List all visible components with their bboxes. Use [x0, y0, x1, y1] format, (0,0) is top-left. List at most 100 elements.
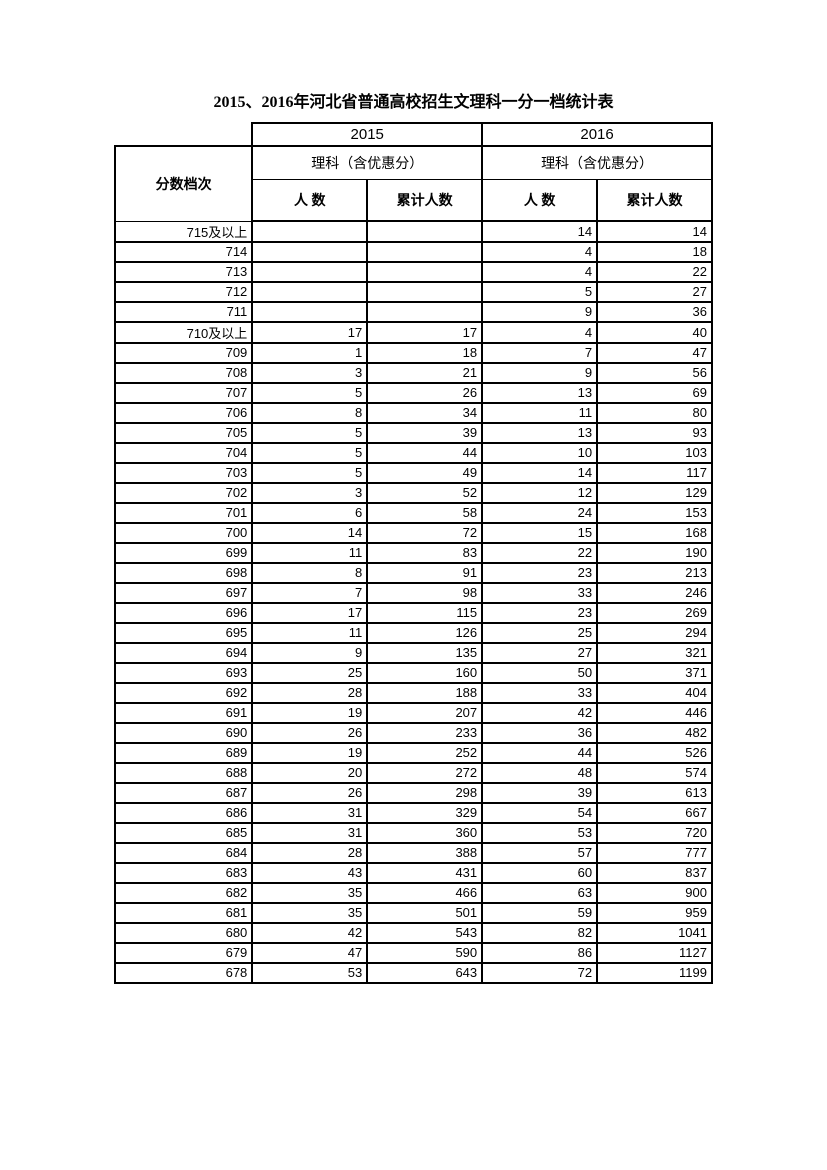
score-cell: 706	[115, 403, 252, 423]
table-row: 709118747	[115, 343, 712, 363]
table-row: 69889123213	[115, 563, 712, 583]
cum-a-cell: 388	[367, 843, 482, 863]
cum-b-cell: 574	[597, 763, 712, 783]
cum-a-cell: 126	[367, 623, 482, 643]
count-b-cell: 53	[482, 823, 597, 843]
count-a-cell: 19	[252, 703, 367, 723]
table-row: 6961711523269	[115, 603, 712, 623]
count-b-cell: 48	[482, 763, 597, 783]
cum-b-cell: 56	[597, 363, 712, 383]
score-cell: 686	[115, 803, 252, 823]
count-a-cell: 26	[252, 723, 367, 743]
table-row: 7055391393	[115, 423, 712, 443]
table-row: 694913527321	[115, 643, 712, 663]
cum-a-cell: 252	[367, 743, 482, 763]
count-a-cell	[252, 221, 367, 242]
cum-b-cell: 153	[597, 503, 712, 523]
score-cell: 693	[115, 663, 252, 683]
count-a-cell	[252, 302, 367, 322]
table-row: 700147215168	[115, 523, 712, 543]
table-row: 710及以上1717440	[115, 322, 712, 343]
cum-a-cell: 207	[367, 703, 482, 723]
count-b-cell: 5	[482, 282, 597, 302]
year-header-row: 2015 2016	[115, 123, 712, 146]
count-b-cell: 9	[482, 302, 597, 322]
score-cell: 702	[115, 483, 252, 503]
cum-b-cell: 321	[597, 643, 712, 663]
count-a-cell	[252, 242, 367, 262]
cum-b-cell: 294	[597, 623, 712, 643]
cum-b-cell: 269	[597, 603, 712, 623]
score-cell: 696	[115, 603, 252, 623]
cum-b-cell: 22	[597, 262, 712, 282]
subject-header-a: 理科（含优惠分）	[252, 146, 482, 180]
count-b-cell: 86	[482, 943, 597, 963]
count-a-cell: 35	[252, 903, 367, 923]
col-header-count-a: 人 数	[252, 180, 367, 222]
cum-b-cell: 526	[597, 743, 712, 763]
score-cell: 682	[115, 883, 252, 903]
cum-a-cell: 431	[367, 863, 482, 883]
cum-a-cell: 233	[367, 723, 482, 743]
count-b-cell: 44	[482, 743, 597, 763]
cum-b-cell: 129	[597, 483, 712, 503]
count-b-cell: 59	[482, 903, 597, 923]
table-row: 7075261369	[115, 383, 712, 403]
subject-header-row: 分数档次 理科（含优惠分） 理科（含优惠分）	[115, 146, 712, 180]
table-row: 6902623336482	[115, 723, 712, 743]
count-b-cell: 60	[482, 863, 597, 883]
cum-b-cell: 168	[597, 523, 712, 543]
cum-b-cell: 777	[597, 843, 712, 863]
count-a-cell	[252, 282, 367, 302]
score-cell: 680	[115, 923, 252, 943]
count-b-cell: 54	[482, 803, 597, 823]
count-b-cell: 50	[482, 663, 597, 683]
table-row: 70454410103	[115, 443, 712, 463]
count-b-cell: 12	[482, 483, 597, 503]
table-row: 6951112625294	[115, 623, 712, 643]
cum-a-cell: 188	[367, 683, 482, 703]
cum-b-cell: 720	[597, 823, 712, 843]
count-a-cell: 11	[252, 623, 367, 643]
table-row: 712527	[115, 282, 712, 302]
table-row: 67947590861127	[115, 943, 712, 963]
cum-a-cell: 72	[367, 523, 482, 543]
cum-b-cell: 18	[597, 242, 712, 262]
cum-b-cell: 900	[597, 883, 712, 903]
count-a-cell: 53	[252, 963, 367, 983]
cum-a-cell: 298	[367, 783, 482, 803]
cum-a-cell: 21	[367, 363, 482, 383]
cum-a-cell: 329	[367, 803, 482, 823]
score-cell: 688	[115, 763, 252, 783]
cum-a-cell: 39	[367, 423, 482, 443]
score-cell: 698	[115, 563, 252, 583]
cum-b-cell: 613	[597, 783, 712, 803]
count-b-cell: 33	[482, 683, 597, 703]
cum-a-cell	[367, 302, 482, 322]
score-cell: 697	[115, 583, 252, 603]
count-a-cell: 8	[252, 403, 367, 423]
count-a-cell: 31	[252, 823, 367, 843]
cum-b-cell: 1041	[597, 923, 712, 943]
score-cell: 687	[115, 783, 252, 803]
count-b-cell: 9	[482, 363, 597, 383]
score-label-header: 分数档次	[115, 146, 252, 221]
score-cell: 711	[115, 302, 252, 322]
count-a-cell: 19	[252, 743, 367, 763]
cum-b-cell: 40	[597, 322, 712, 343]
cum-a-cell: 160	[367, 663, 482, 683]
count-a-cell: 25	[252, 663, 367, 683]
cum-b-cell: 47	[597, 343, 712, 363]
cum-a-cell: 590	[367, 943, 482, 963]
score-cell: 710及以上	[115, 322, 252, 343]
cum-a-cell: 58	[367, 503, 482, 523]
table-row: 6842838857777	[115, 843, 712, 863]
cum-a-cell: 360	[367, 823, 482, 843]
table-row: 714418	[115, 242, 712, 262]
table-row: 699118322190	[115, 543, 712, 563]
count-a-cell: 47	[252, 943, 367, 963]
cum-b-cell: 837	[597, 863, 712, 883]
cum-b-cell: 190	[597, 543, 712, 563]
count-b-cell: 63	[482, 883, 597, 903]
count-b-cell: 22	[482, 543, 597, 563]
